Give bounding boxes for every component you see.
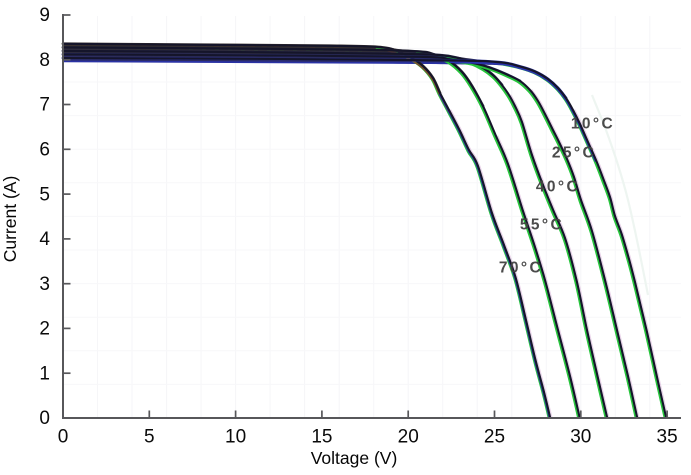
svg-text:25°C: 25°C xyxy=(552,145,596,162)
svg-text:6: 6 xyxy=(39,140,50,161)
svg-text:9: 9 xyxy=(39,5,50,26)
svg-text:40°C: 40°C xyxy=(536,179,580,196)
svg-text:15: 15 xyxy=(311,427,332,448)
svg-text:Current (A): Current (A) xyxy=(0,176,20,263)
svg-text:70°C: 70°C xyxy=(499,260,543,277)
svg-text:55°C: 55°C xyxy=(520,217,564,234)
svg-text:10: 10 xyxy=(225,427,246,448)
svg-text:20: 20 xyxy=(398,427,419,448)
svg-text:25: 25 xyxy=(484,427,505,448)
svg-text:35: 35 xyxy=(657,427,678,448)
svg-text:Voltage (V): Voltage (V) xyxy=(311,448,398,468)
svg-text:3: 3 xyxy=(39,274,50,295)
svg-text:2: 2 xyxy=(39,319,50,340)
svg-text:5: 5 xyxy=(39,184,50,205)
svg-text:8: 8 xyxy=(39,50,50,71)
svg-text:10°C: 10°C xyxy=(571,116,615,133)
svg-text:5: 5 xyxy=(144,427,155,448)
svg-text:0: 0 xyxy=(39,408,50,429)
svg-text:7: 7 xyxy=(39,95,50,116)
svg-text:30: 30 xyxy=(570,427,591,448)
svg-text:4: 4 xyxy=(39,229,50,250)
svg-text:1: 1 xyxy=(39,363,50,384)
svg-text:0: 0 xyxy=(58,427,69,448)
